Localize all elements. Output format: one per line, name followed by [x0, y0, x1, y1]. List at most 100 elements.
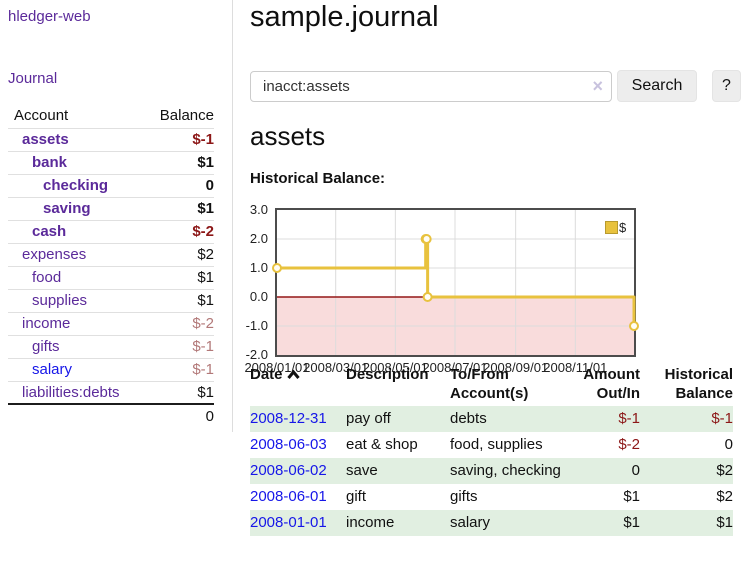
transaction-accounts: gifts	[450, 488, 478, 505]
x-tick-label: 2008/05/01	[362, 360, 428, 375]
nav-journal-link[interactable]: Journal	[8, 70, 58, 87]
sidebar-account-link-gifts[interactable]: gifts	[32, 338, 60, 355]
sidebar-account-link-food[interactable]: food	[32, 269, 62, 286]
register-row: 2008-06-03 eat & shop food, supplies $-2 0	[250, 432, 733, 458]
account-row: saving $1	[8, 196, 214, 220]
transaction-description: eat & shop	[346, 436, 418, 453]
main-content: sample.journal × Search ? assets Histori…	[244, 0, 742, 582]
chart-legend: $	[605, 220, 626, 235]
accounts-header-account: Account	[14, 106, 69, 124]
transaction-date-link[interactable]: 2008-01-01	[250, 514, 327, 531]
sidebar-account-link-supplies[interactable]: supplies	[32, 292, 88, 309]
transaction-amount: 0	[565, 458, 640, 484]
sort-ascending-icon	[286, 369, 300, 379]
sidebar-account-balance: $1	[146, 288, 214, 312]
sidebar-account-link-expenses[interactable]: expenses	[22, 246, 87, 263]
transaction-accounts: saving, checking	[450, 458, 565, 484]
transaction-balance: 0	[724, 436, 733, 453]
x-tick-label: 2008/11/01	[543, 360, 608, 375]
y-tick-label: 1.0	[249, 260, 268, 275]
sidebar-account-balance: $1	[146, 196, 214, 220]
sidebar-account-balance: $1	[146, 150, 214, 174]
y-tick-label: 0.0	[249, 289, 268, 304]
sidebar-divider	[232, 0, 233, 432]
transaction-date-link[interactable]: 2008-06-03	[250, 436, 327, 453]
transaction-description: income	[346, 510, 450, 536]
account-row: cash $-2	[8, 219, 214, 243]
sidebar-account-balance: $-2	[146, 311, 214, 335]
transaction-amount: $-2	[618, 436, 640, 453]
register-header-date-label: Date	[250, 366, 283, 383]
account-row: expenses $2	[8, 242, 214, 266]
sidebar-account-link-checking[interactable]: checking	[43, 177, 109, 194]
transaction-amount: $1	[565, 510, 640, 536]
register-row: 2008-12-31 pay off debts $-1 $-1	[250, 406, 733, 432]
legend-swatch-icon	[605, 221, 618, 234]
register-row: 2008-06-02 save saving, checking 0 $2	[250, 458, 733, 484]
legend-label: $	[619, 220, 627, 235]
account-row: bank $1	[8, 150, 214, 174]
sidebar-account-balance: $-1	[146, 127, 214, 151]
register-header-accounts: To/From Account(s)	[450, 366, 529, 402]
accounts-header-balance: Balance	[159, 106, 214, 124]
account-row: supplies $1	[8, 288, 214, 312]
transaction-balance: $2	[716, 488, 733, 505]
search-bar: × Search ?	[250, 70, 742, 103]
chart-title: Historical Balance:	[250, 170, 386, 187]
transaction-accounts: food, supplies	[450, 436, 543, 453]
transaction-description: gift	[346, 488, 367, 505]
x-tick-label: 2008/07/01	[422, 360, 488, 375]
page-title: sample.journal	[250, 1, 439, 33]
transaction-balance: $1	[640, 510, 733, 536]
search-input[interactable]	[250, 71, 612, 102]
y-tick-label: 3.0	[249, 202, 268, 217]
search-input-wrap: ×	[250, 71, 612, 102]
transaction-date-link[interactable]: 2008-12-31	[250, 410, 327, 427]
sidebar-account-link-saving[interactable]: saving	[43, 200, 91, 217]
sidebar-account-link-bank[interactable]: bank	[32, 154, 68, 171]
transaction-accounts: salary	[450, 510, 565, 536]
accounts-total-spacer	[8, 403, 147, 427]
sidebar-account-link-liabilities-debts[interactable]: liabilities:debts	[22, 383, 120, 401]
sidebar-account-link-income[interactable]: income	[22, 315, 71, 332]
y-tick-label: -1.0	[245, 318, 268, 333]
brand-link[interactable]: hledger-web	[8, 8, 91, 25]
accounts-tbody: assets $-1 bank $1 checking 0 saving $1 cash $-2 e…	[8, 127, 214, 404]
y-tick-label: -2.0	[245, 347, 268, 362]
transaction-date-link[interactable]: 2008-06-02	[250, 462, 327, 479]
register-tbody: 2008-12-31 pay off debts $-1 $-1 2008-06-03 ea…	[250, 406, 733, 536]
help-button[interactable]: ?	[712, 70, 741, 102]
account-row: salary $-1	[8, 357, 214, 381]
register-header-amount: Amount Out/In	[583, 366, 640, 402]
sidebar-account-balance: $-1	[146, 334, 214, 358]
accounts-total-row: 0	[8, 403, 214, 427]
sidebar-account-balance: $2	[146, 242, 214, 266]
register-header-balance: Historical Balance	[664, 366, 733, 402]
y-tick-label: 2.0	[249, 231, 268, 246]
search-button[interactable]: Search	[617, 70, 697, 102]
x-tick-label: 2008/03/01	[303, 360, 369, 375]
sidebar-account-balance: $-1	[146, 357, 214, 381]
transaction-date-link[interactable]: 2008-06-01	[250, 488, 327, 505]
clear-search-icon[interactable]: ×	[592, 76, 603, 96]
transaction-balance: $2	[640, 458, 733, 484]
register-header-row: Date Description To/From Account(s) Amou…	[250, 363, 733, 406]
chart-plot-area: $	[272, 208, 639, 357]
register-header-date[interactable]: Date	[250, 363, 346, 406]
transaction-amount: $-1	[565, 406, 640, 432]
account-row: liabilities:debts $1	[8, 380, 214, 404]
sidebar-account-balance: $-2	[146, 219, 214, 243]
sidebar-account-link-cash[interactable]: cash	[32, 223, 67, 240]
transaction-amount: $1	[623, 488, 640, 505]
account-row: checking 0	[8, 173, 214, 197]
accounts-total-value: 0	[146, 403, 214, 427]
account-row: gifts $-1	[8, 334, 214, 358]
transaction-description: pay off	[346, 406, 450, 432]
sidebar-account-balance: $1	[146, 380, 214, 404]
sidebar-account-link-assets[interactable]: assets	[22, 131, 69, 148]
sidebar-account-balance: $1	[146, 265, 214, 289]
historical-balance-chart: 3.0 2.0 1.0 0.0 -1.0 -2.0 $ 2008/01/01 2008/03…	[240, 202, 642, 375]
balance-chart-svg	[272, 210, 639, 355]
sidebar-account-link-salary[interactable]: salary	[32, 361, 73, 378]
accounts-header-row: Account Balance	[8, 103, 214, 128]
